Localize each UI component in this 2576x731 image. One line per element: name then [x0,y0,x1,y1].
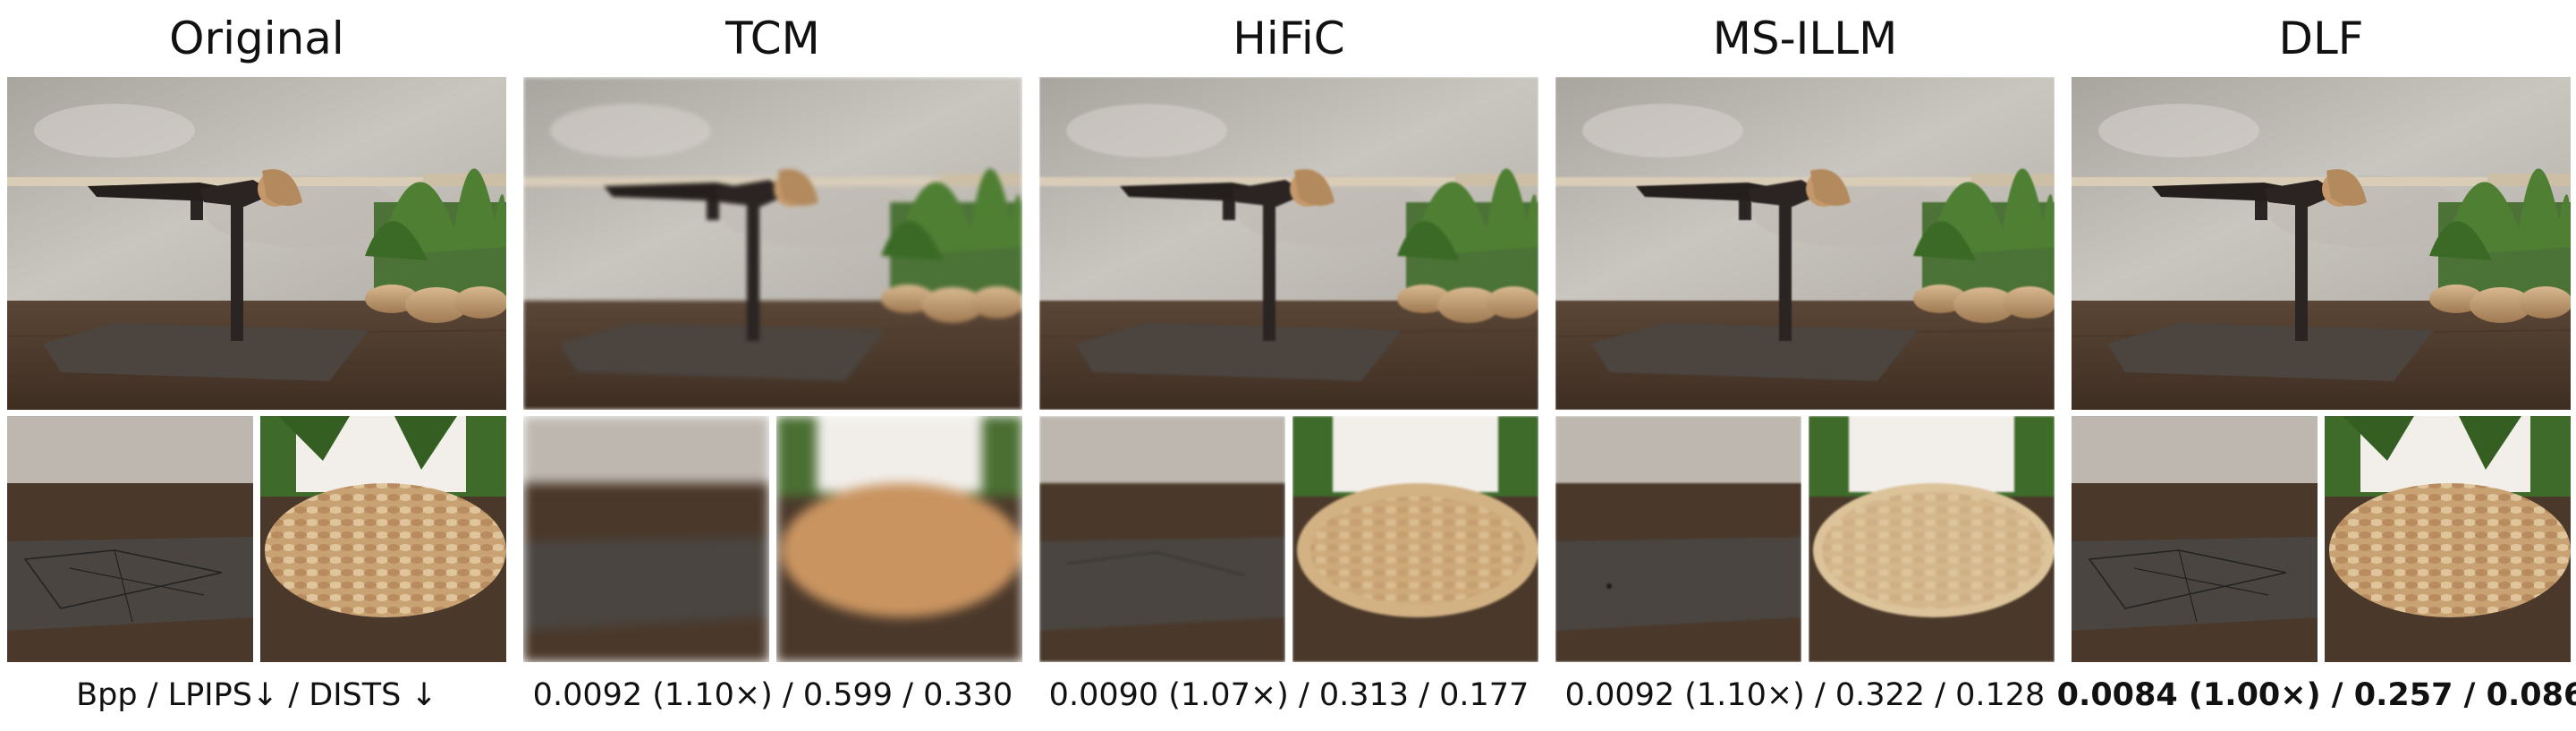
column-title: HiFiC [1233,13,1345,64]
metric-label: 0.0092 (1.10×) / 0.322 / 0.128 [1564,677,2046,713]
metric-label: 0.0084 (1.00×) / 0.257 / 0.086 [2056,677,2576,713]
crop-mat [7,416,253,662]
full-image [523,77,1022,410]
crop-mat [2072,416,2318,662]
crop-mat [1039,416,1285,662]
column-original: Original Bpp / LPIPS↓ / DISTS ↓ [7,0,506,731]
column-ms-illm: MS-ILLM 0.0092 (1.10×) / 0.322 / 0.128 [1555,0,2055,731]
crop-mat [1555,416,1801,662]
column-dlf: DLF 0.0084 (1.00×) / 0.257 / 0.086 [2057,0,2576,731]
full-image [1039,77,1538,410]
metric-label: 0.0092 (1.10×) / 0.599 / 0.330 [532,677,1013,713]
column-title: TCM [725,13,820,64]
column-hific: HiFiC 0.0090 (1.07×) / 0.313 / 0.177 [1039,0,1538,731]
crop-basket [1292,416,1538,662]
crop-basket [776,416,1022,662]
column-title: DLF [2278,13,2364,64]
crop-basket [2325,416,2571,662]
metric-label: 0.0090 (1.07×) / 0.313 / 0.177 [1048,677,1530,713]
column-title: MS-ILLM [1712,13,1898,64]
column-tcm: TCM 0.0092 (1.10×) / 0.599 / 0.330 [523,0,1022,731]
crop-basket [1809,416,2055,662]
full-image [7,77,506,410]
column-title: Original [169,13,344,64]
crop-basket [260,416,506,662]
full-image [1555,77,2055,410]
metric-label: Bpp / LPIPS↓ / DISTS ↓ [76,677,437,713]
full-image [2072,77,2571,410]
crop-mat [523,416,769,662]
